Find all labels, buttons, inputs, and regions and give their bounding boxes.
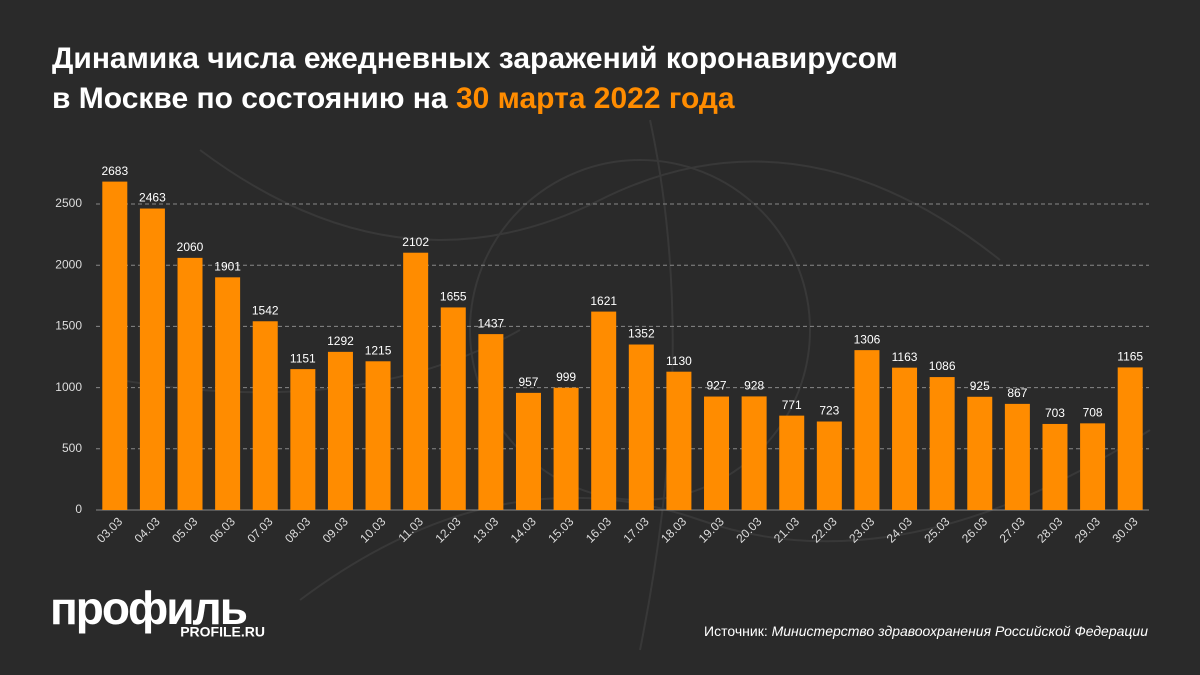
value-label: 999 — [556, 370, 576, 384]
value-label: 1165 — [1117, 350, 1143, 364]
value-label: 867 — [1007, 386, 1027, 400]
value-label: 2102 — [402, 235, 429, 249]
value-label: 2060 — [177, 240, 204, 254]
bar — [628, 344, 654, 510]
title-highlight: 30 марта 2022 года — [456, 82, 735, 115]
value-label: 1163 — [892, 350, 918, 364]
value-label: 1215 — [365, 343, 392, 357]
bar — [591, 311, 617, 510]
bar — [892, 367, 918, 510]
value-label: 1901 — [214, 259, 241, 273]
y-tick-label: 0 — [75, 502, 82, 516]
source-label: Источник: — [704, 623, 768, 639]
bar — [252, 321, 278, 510]
bar — [1004, 403, 1030, 510]
value-label: 1086 — [929, 359, 956, 373]
chart-title: в Москве по состоянию на 30 марта 2022 г… — [52, 82, 735, 115]
y-tick-label: 1500 — [55, 319, 82, 333]
source: Источник: Министерство здравоохранения Р… — [704, 623, 1148, 639]
bar — [515, 392, 541, 510]
bar — [478, 334, 504, 510]
value-label: 925 — [970, 379, 990, 393]
y-tick-label: 2500 — [55, 196, 82, 210]
bar — [553, 387, 579, 510]
value-label: 1542 — [252, 303, 279, 317]
bar — [1117, 367, 1143, 510]
value-label: 957 — [518, 375, 538, 389]
source-text: Министерство здравоохранения Российской … — [772, 623, 1149, 639]
bar — [177, 257, 203, 510]
y-tick-label: 1000 — [55, 380, 82, 394]
bar — [854, 350, 880, 510]
bar — [741, 396, 767, 510]
logo: профиль — [50, 582, 247, 634]
value-label: 2463 — [139, 191, 166, 205]
value-label: 1655 — [440, 290, 467, 304]
chart-title: Динамика числа ежедневных заражений коро… — [52, 42, 898, 75]
value-label: 928 — [744, 379, 764, 393]
value-label: 703 — [1045, 406, 1065, 420]
value-label: 927 — [707, 379, 727, 393]
bar — [704, 396, 730, 510]
value-label: 708 — [1083, 406, 1103, 420]
title-part: в Москве по состоянию на — [52, 82, 448, 115]
bar — [666, 371, 692, 510]
y-tick-label: 500 — [62, 441, 82, 455]
value-label: 771 — [782, 398, 802, 412]
value-label: 1151 — [290, 351, 316, 365]
bar — [290, 369, 316, 510]
bar — [1080, 423, 1106, 510]
value-label: 1292 — [327, 334, 354, 348]
value-label: 1437 — [478, 316, 505, 330]
value-label: 2683 — [101, 164, 128, 178]
bar — [215, 277, 241, 510]
bar — [327, 351, 353, 510]
y-tick-label: 2000 — [55, 257, 82, 271]
bar — [929, 377, 955, 510]
bar — [1042, 423, 1068, 510]
bar — [440, 307, 466, 510]
value-label: 1306 — [854, 332, 881, 346]
bar — [139, 208, 165, 510]
bar — [967, 396, 993, 510]
bar — [403, 252, 429, 510]
bar — [779, 415, 805, 510]
value-label: 1621 — [590, 294, 617, 308]
bar — [365, 361, 391, 510]
logo-site: PROFILE.RU — [180, 624, 265, 640]
bar — [102, 181, 128, 510]
value-label: 1352 — [628, 327, 655, 341]
value-label: 1130 — [666, 354, 692, 368]
value-label: 723 — [819, 404, 839, 418]
bar — [816, 421, 842, 510]
